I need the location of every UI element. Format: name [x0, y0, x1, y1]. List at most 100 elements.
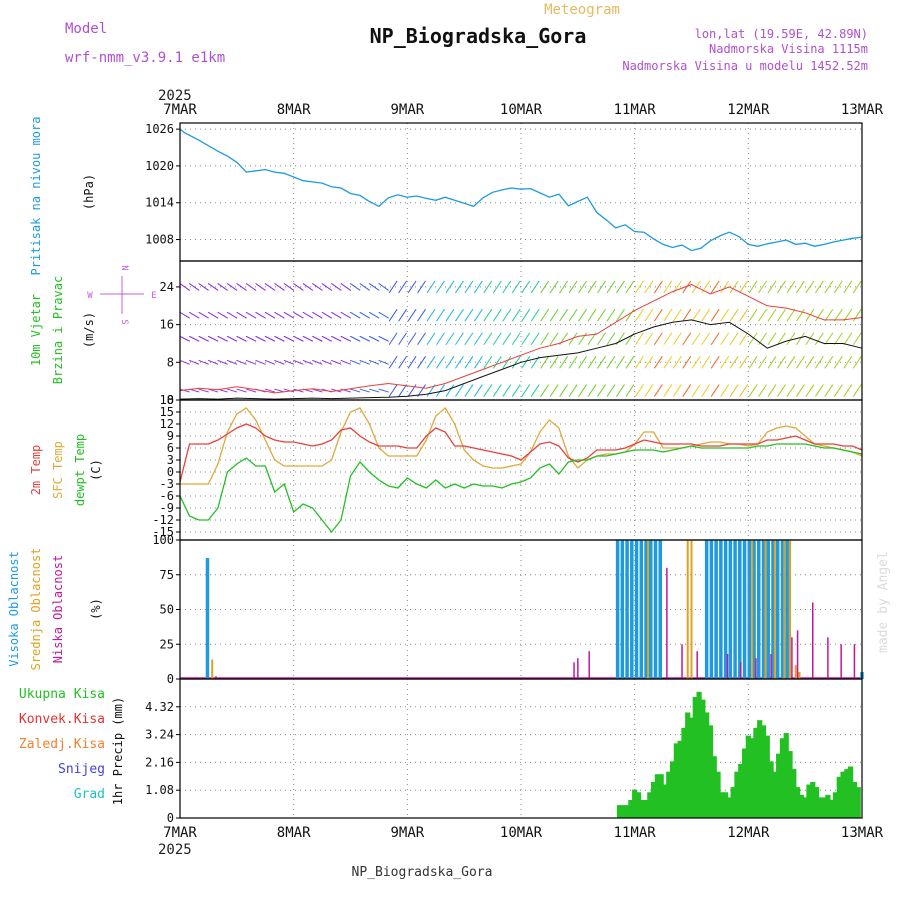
wind-arrow — [226, 283, 238, 291]
ytick-label: 0 — [167, 811, 174, 825]
wind-arrow — [833, 332, 843, 346]
precip-bar — [787, 751, 793, 818]
high-cloud-bar — [630, 540, 634, 679]
wind-arrow — [407, 356, 417, 369]
wind-arrow — [340, 335, 351, 342]
date-tick-top: 11MAR — [614, 102, 657, 118]
precip-bar — [666, 771, 672, 818]
wind-arrow — [350, 359, 361, 365]
precip-bar — [632, 789, 638, 818]
precip-bar — [673, 743, 679, 818]
wind-arrow — [796, 332, 805, 346]
mid-cloud-bar — [764, 540, 767, 679]
wind-arrow — [777, 332, 786, 346]
wind-arrow — [625, 280, 635, 294]
ytick-label: 8 — [167, 355, 174, 369]
wind-arrow — [777, 384, 786, 397]
precip-bar — [624, 805, 630, 818]
compass-s: S — [119, 319, 129, 324]
wind-arrow — [549, 308, 559, 322]
date-tick-top: 10MAR — [500, 102, 543, 118]
mid-cloud-bar — [646, 540, 649, 679]
wind-arrow — [198, 359, 209, 365]
wind-arrow — [492, 332, 502, 346]
wind-arrow — [634, 280, 644, 294]
wind-arrow — [710, 280, 720, 294]
precip-bar — [643, 799, 649, 818]
wind-arrow — [312, 359, 323, 365]
wind-arrow — [625, 308, 635, 322]
precip-bar — [757, 720, 763, 818]
mid-cloud-bar — [783, 540, 786, 679]
wind-arrow — [833, 280, 843, 294]
wind-arrow — [758, 384, 767, 397]
dewpt-line — [179, 443, 863, 534]
wind-arrow — [729, 308, 739, 322]
legend-frozen: Zaledj.Kisa — [19, 737, 105, 752]
wind-arrow — [814, 384, 824, 397]
precip-bar — [760, 725, 767, 818]
cloud-unit: (%) — [89, 598, 103, 620]
wind-arrow — [644, 332, 654, 346]
high-cloud-bar — [704, 540, 709, 679]
compass-w: W — [87, 291, 93, 301]
precip-bar — [749, 738, 755, 818]
wind-arrow — [805, 384, 815, 397]
wind-arrow — [606, 280, 616, 294]
high-cloud-bar — [785, 540, 789, 679]
wind-arrow — [312, 388, 323, 393]
wind-arrow — [179, 335, 190, 342]
wind-arrow — [616, 280, 625, 294]
wind-arrow — [483, 308, 493, 322]
wind-arrow — [407, 280, 417, 294]
wind-arrow — [521, 280, 531, 294]
precip-bar — [840, 771, 846, 818]
wind-arrow — [748, 308, 758, 322]
wind-arrow — [455, 384, 464, 397]
wind-arrow — [455, 356, 464, 369]
wind-arrow — [464, 308, 474, 322]
temp-ylabel-2: SFC Temp — [51, 441, 65, 499]
wind-arrow — [739, 356, 749, 369]
precip-bar — [798, 794, 804, 818]
low-cloud-bar — [577, 658, 579, 679]
mid-cloud-bar — [789, 540, 792, 679]
wind-arrow — [521, 356, 531, 369]
wind-arrow — [691, 308, 701, 322]
wind-arrow — [207, 335, 219, 342]
low-cloud-bar — [840, 644, 842, 679]
wind-arrow — [502, 332, 512, 346]
wind-arrow — [445, 356, 455, 369]
wind-arrow — [777, 356, 786, 369]
wind-arrow — [701, 308, 711, 322]
wind-arrow — [236, 311, 247, 319]
precip-bar — [753, 727, 759, 818]
date-tick-bottom: 10MAR — [500, 825, 543, 841]
wind-arrow — [597, 384, 606, 397]
high-cloud-bar — [714, 540, 718, 679]
wind-arrow — [767, 356, 777, 369]
wind-ylabel-2: Brzina i Pravac — [51, 276, 65, 384]
precip-bar — [851, 781, 858, 818]
model-name: wrf-nmm_v3.9.1 e1km — [65, 50, 225, 66]
wind-arrow — [236, 335, 247, 342]
wind-arrow — [587, 384, 597, 397]
wind-arrow — [720, 280, 730, 294]
ytick-label: -9 — [160, 501, 174, 515]
wind-arrow — [321, 311, 333, 319]
wind-arrow — [814, 332, 824, 346]
altitude-label: Nadmorska Visina 1115m — [709, 42, 868, 56]
cloud-ylabel-1: Visoka Oblacnost — [7, 551, 21, 667]
wind-arrow — [568, 332, 578, 346]
mid-cloud-bar — [773, 540, 776, 679]
mid-cloud-bar — [798, 672, 801, 679]
wind-arrow — [814, 280, 824, 294]
wind-arrow — [368, 283, 380, 291]
high-cloud-bar — [771, 540, 775, 679]
wind-arrow — [321, 283, 333, 291]
wind-arrow — [852, 308, 862, 322]
wind-arrow — [359, 359, 370, 365]
wind-arrow — [852, 356, 862, 369]
wind-arrow — [455, 308, 464, 322]
high-cloud-bar — [658, 540, 662, 679]
